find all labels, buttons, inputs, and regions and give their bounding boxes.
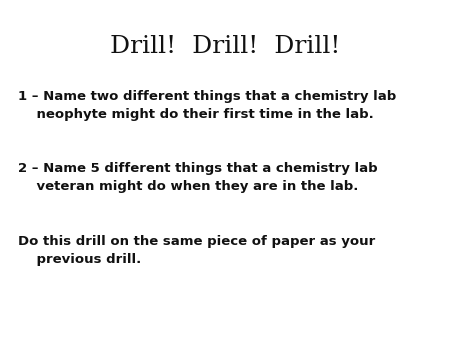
Text: Drill!  Drill!  Drill!: Drill! Drill! Drill!	[110, 35, 340, 58]
Text: 2 – Name 5 different things that a chemistry lab
    veteran might do when they : 2 – Name 5 different things that a chemi…	[18, 162, 378, 193]
Text: Do this drill on the same piece of paper as your
    previous drill.: Do this drill on the same piece of paper…	[18, 235, 375, 266]
Text: 1 – Name two different things that a chemistry lab
    neophyte might do their f: 1 – Name two different things that a che…	[18, 90, 396, 121]
